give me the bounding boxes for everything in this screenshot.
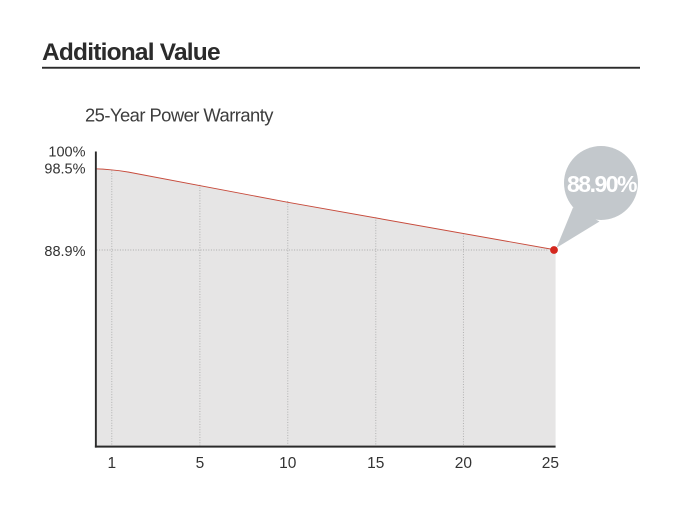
svg-text:88.90%: 88.90% (567, 171, 637, 197)
svg-text:15: 15 (367, 455, 384, 472)
svg-text:98.5%: 98.5% (44, 162, 85, 178)
svg-text:1: 1 (107, 455, 116, 472)
svg-text:88.9%: 88.9% (44, 244, 85, 260)
svg-text:25: 25 (542, 455, 559, 472)
svg-text:10: 10 (279, 455, 297, 472)
svg-text:5: 5 (196, 455, 205, 472)
svg-text:25-Year Power Warranty: 25-Year Power Warranty (85, 105, 274, 126)
svg-text:100%: 100% (48, 145, 85, 161)
svg-text:20: 20 (455, 455, 473, 472)
svg-text:Additional Value: Additional Value (42, 39, 220, 66)
